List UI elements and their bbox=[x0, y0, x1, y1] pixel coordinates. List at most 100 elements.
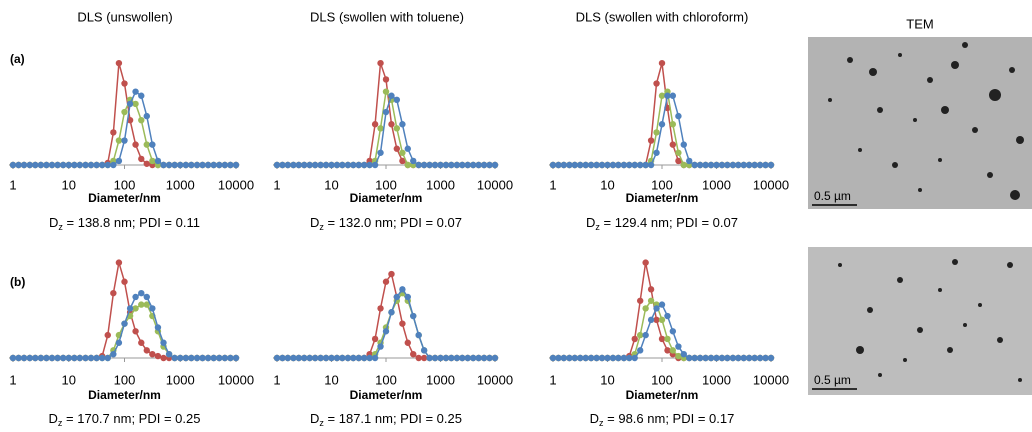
data-point bbox=[631, 161, 638, 169]
data-point bbox=[399, 320, 406, 327]
data-point bbox=[382, 76, 390, 83]
data-point bbox=[642, 331, 649, 339]
data-point bbox=[593, 354, 600, 362]
chart: 1 10 100 1000 10000 Diameter/nm Dz = 132.0 nm;… bbox=[273, 59, 513, 232]
data-point bbox=[20, 161, 28, 169]
data-point bbox=[311, 354, 319, 362]
data-point bbox=[469, 161, 477, 169]
data-point bbox=[182, 354, 190, 362]
data-point bbox=[121, 320, 128, 327]
data-point bbox=[420, 161, 428, 169]
data-point bbox=[577, 161, 584, 169]
data-point bbox=[59, 354, 67, 362]
data-point bbox=[87, 354, 95, 362]
data-point bbox=[631, 335, 638, 343]
data-point bbox=[171, 354, 178, 362]
x-tick-label: 10000 bbox=[477, 372, 513, 387]
data-point bbox=[9, 161, 17, 169]
data-point bbox=[138, 301, 145, 308]
data-point bbox=[393, 293, 401, 301]
data-point bbox=[604, 161, 611, 169]
data-point bbox=[399, 149, 406, 156]
caption-text: = 129.4 nm; PDI = 0.07 bbox=[600, 215, 738, 230]
x-tick-label: 10 bbox=[62, 177, 76, 192]
data-point bbox=[76, 354, 84, 362]
data-point bbox=[15, 161, 22, 169]
caption-text: = 132.0 nm; PDI = 0.07 bbox=[324, 215, 462, 230]
data-point bbox=[702, 354, 709, 362]
data-point bbox=[273, 161, 281, 169]
data-point bbox=[636, 297, 644, 304]
data-point bbox=[149, 305, 156, 312]
data-point bbox=[582, 354, 589, 362]
series-line bbox=[277, 272, 495, 359]
chart: 1 10 100 1000 10000 Diameter/nm Dz = 170.7 nm;… bbox=[9, 259, 254, 428]
data-point bbox=[740, 161, 747, 169]
x-axis-label: Diameter/nm bbox=[350, 191, 423, 205]
data-point bbox=[388, 92, 395, 99]
data-point bbox=[620, 161, 628, 169]
data-point bbox=[154, 157, 162, 165]
data-point bbox=[691, 354, 698, 362]
data-point bbox=[555, 161, 562, 169]
data-point bbox=[193, 354, 201, 362]
x-axis-label: Diameter/nm bbox=[88, 388, 161, 402]
data-point bbox=[48, 161, 56, 169]
data-point bbox=[620, 354, 628, 362]
data-point bbox=[110, 289, 117, 297]
caption-subscript: z bbox=[58, 418, 63, 428]
caption: Dz = 132.0 nm; PDI = 0.07 bbox=[310, 215, 462, 232]
data-point bbox=[762, 161, 769, 169]
data-point bbox=[284, 354, 292, 362]
data-point bbox=[382, 278, 390, 285]
data-point bbox=[132, 328, 139, 335]
series-line bbox=[553, 62, 771, 166]
column-title: TEM bbox=[906, 16, 933, 31]
data-point bbox=[227, 161, 234, 169]
chart: 1 10 100 1000 10000 Diameter/nm Dz = 138.8 nm;… bbox=[9, 59, 254, 232]
x-tick-label: 10000 bbox=[218, 177, 254, 192]
x-tick-label: 10 bbox=[600, 177, 614, 192]
data-point bbox=[415, 331, 422, 339]
x-tick-label: 1000 bbox=[702, 177, 731, 192]
data-point bbox=[729, 354, 737, 362]
data-point bbox=[453, 161, 461, 169]
data-point bbox=[647, 161, 655, 169]
data-point bbox=[480, 161, 488, 169]
data-point bbox=[143, 347, 150, 354]
data-point bbox=[32, 161, 39, 169]
data-point bbox=[459, 354, 466, 362]
data-point bbox=[686, 354, 693, 362]
scale-label: 0.5 µm bbox=[814, 189, 851, 203]
data-point bbox=[382, 108, 390, 116]
data-point bbox=[377, 149, 384, 156]
data-point bbox=[149, 157, 156, 165]
data-point bbox=[410, 157, 417, 165]
data-point bbox=[15, 354, 22, 362]
x-tick-label: 10000 bbox=[218, 372, 254, 387]
caption-text: = 170.7 nm; PDI = 0.25 bbox=[62, 411, 200, 426]
data-point bbox=[593, 161, 600, 169]
data-point bbox=[410, 350, 417, 358]
data-point bbox=[604, 354, 611, 362]
data-point bbox=[437, 354, 444, 362]
data-point bbox=[65, 354, 72, 362]
caption-subscript: z bbox=[599, 418, 604, 428]
data-point bbox=[377, 343, 384, 350]
data-point bbox=[82, 354, 89, 362]
data-point bbox=[204, 354, 212, 362]
data-point bbox=[571, 354, 578, 362]
data-point bbox=[43, 354, 50, 362]
data-point bbox=[322, 161, 330, 169]
data-point bbox=[317, 161, 324, 169]
data-point bbox=[448, 161, 455, 169]
data-point bbox=[669, 141, 677, 148]
data-point bbox=[154, 352, 162, 360]
data-point bbox=[371, 335, 379, 343]
data-point bbox=[724, 161, 731, 169]
data-point bbox=[636, 331, 644, 339]
data-point bbox=[377, 305, 384, 312]
data-point bbox=[420, 354, 428, 362]
data-point bbox=[549, 161, 557, 169]
